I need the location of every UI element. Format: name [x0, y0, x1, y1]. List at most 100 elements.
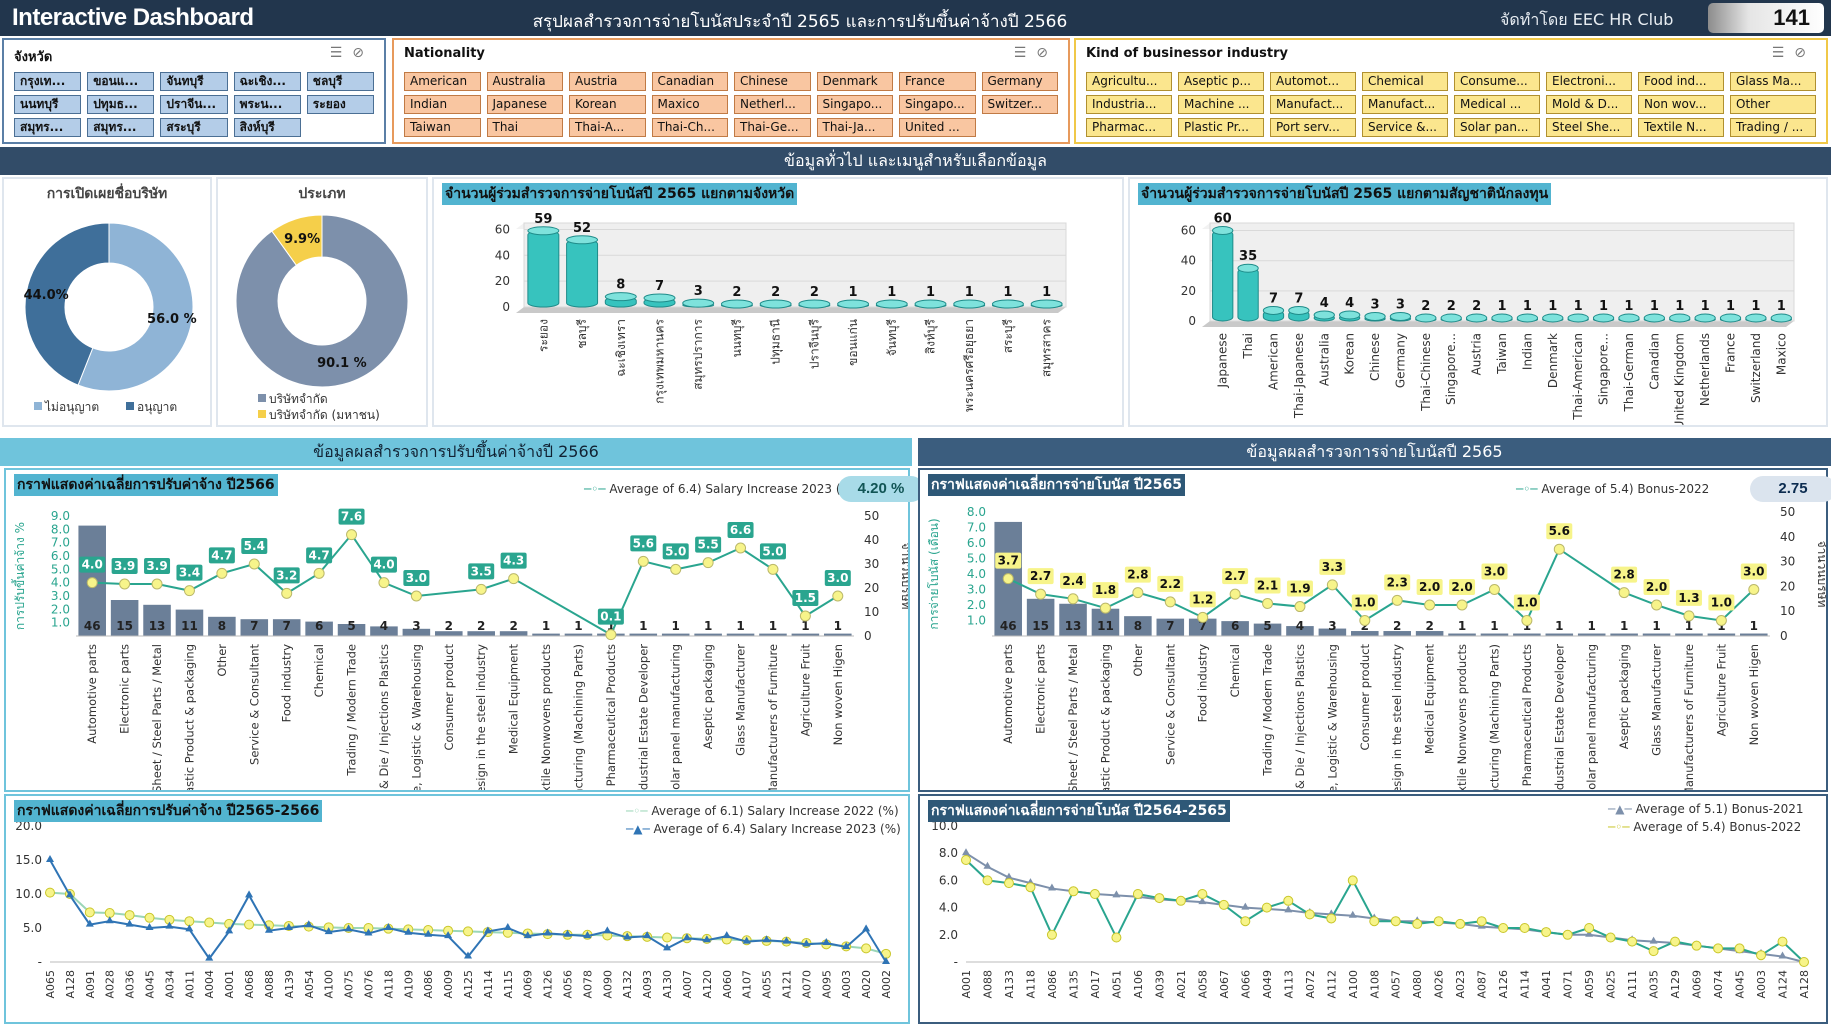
slicer-button[interactable]: ชลบุรี — [306, 72, 374, 91]
slicer-button[interactable]: Consume... — [1454, 72, 1540, 91]
slicer-button[interactable]: Chemical — [1362, 72, 1448, 91]
x-tick-label: สิงห์บุรี — [924, 318, 939, 354]
slicer-button[interactable]: Netherl... — [734, 95, 811, 114]
slicer-button[interactable]: Germany — [981, 72, 1058, 91]
slicer-button[interactable]: Agricultu... — [1086, 72, 1172, 91]
slicer-button[interactable]: Pharmac... — [1086, 118, 1172, 137]
slicer-button[interactable]: Denmark — [816, 72, 893, 91]
value-label: 5.5 — [697, 538, 718, 552]
line-point — [1359, 615, 1371, 626]
slicer-button[interactable]: Electroni... — [1546, 72, 1632, 91]
slicer-button[interactable]: Industria... — [1086, 95, 1172, 114]
y-tick-label: 6.0 — [939, 873, 958, 887]
series-marker — [165, 921, 174, 929]
x-tick-label: A124 — [1777, 970, 1790, 999]
slicer-button[interactable]: Thai-Ge... — [734, 118, 811, 137]
y-tick-label: 5.0 — [967, 552, 986, 566]
slicer-button[interactable]: ปราจีน... — [160, 95, 228, 114]
series-marker — [1691, 940, 1702, 951]
clear-filter-icon[interactable]: ⊘ — [352, 45, 374, 61]
slicer-button[interactable]: Singapo... — [816, 95, 893, 114]
bar — [1610, 633, 1638, 636]
series-marker — [46, 855, 54, 862]
slicer-button[interactable]: Thai-Ch... — [651, 118, 728, 137]
clear-filter-icon[interactable]: ⊘ — [1036, 45, 1058, 61]
slicer-button[interactable]: Chinese — [734, 72, 811, 91]
slicer-button[interactable]: สมุทร... — [87, 118, 155, 137]
clear-filter-icon[interactable]: ⊘ — [1794, 45, 1816, 61]
slicer-button[interactable]: Japanese — [486, 95, 563, 114]
data-label: 1 — [1599, 299, 1608, 314]
slicer-button[interactable]: Glass Ma... — [1730, 72, 1816, 91]
slicer-button[interactable]: Non wov... — [1638, 95, 1724, 114]
slicer-button[interactable]: กรุงเท... — [14, 72, 82, 91]
value-label-bg — [1092, 582, 1119, 599]
slicer-button[interactable]: สมุทร... — [14, 118, 82, 137]
bar-top — [1288, 305, 1310, 315]
slicer-button[interactable]: Canadian — [651, 72, 728, 91]
slicer-button[interactable]: Solar pan... — [1454, 118, 1540, 137]
slicer-button[interactable]: Austria — [569, 72, 646, 91]
multi-select-icon[interactable]: ☰ — [329, 45, 353, 61]
slicer-button[interactable]: United ... — [899, 118, 976, 137]
slicer-button[interactable]: ขอนแ... — [87, 72, 155, 91]
bar-label: 1 — [1458, 619, 1466, 633]
slicer-button[interactable]: Machine ... — [1178, 95, 1264, 114]
slicer-button[interactable]: Plastic Pr... — [1178, 118, 1264, 137]
bar — [566, 239, 599, 308]
multi-select-icon[interactable]: ☰ — [1771, 45, 1795, 61]
slicer-button[interactable]: Textile N... — [1638, 118, 1724, 137]
slicer-button[interactable]: ฉะเชิง... — [233, 72, 301, 91]
slicer-button[interactable]: Other — [1730, 95, 1816, 114]
slicer-button[interactable]: พระน... — [233, 95, 301, 114]
slicer-button[interactable]: Port serv... — [1270, 118, 1356, 137]
slicer-button[interactable]: Maxico — [651, 95, 728, 114]
slicer-button[interactable]: Medical ... — [1454, 95, 1540, 114]
series-marker — [862, 924, 871, 932]
chart-title: กราฟแสดงค่าเฉลี่ยการจ่ายโบนัส ปี2565 — [928, 474, 1185, 496]
slicer-button[interactable]: Aseptic p... — [1178, 72, 1264, 91]
y2-axis-title: จำนวนบริษัท — [1815, 541, 1826, 608]
x-tick-label: Singapore... — [1597, 333, 1611, 405]
slicer-button[interactable]: Thai-A... — [569, 118, 646, 137]
bar-top — [1415, 313, 1437, 323]
slicer-button[interactable]: จันทบุรี — [160, 72, 228, 91]
slicer-button[interactable]: Korean — [569, 95, 646, 114]
slicer-button[interactable]: Thai-Ja... — [816, 118, 893, 137]
multi-select-icon[interactable]: ☰ — [1013, 45, 1037, 61]
series-marker — [1584, 923, 1595, 933]
slicer-button[interactable]: สิงห์บุรี — [233, 118, 301, 137]
x-tick-label: A002 — [880, 970, 893, 999]
slicer-button[interactable]: ปทุมธ... — [87, 95, 155, 114]
slicer-button[interactable]: Trading / ... — [1730, 118, 1816, 137]
slicer-button[interactable]: Australia — [486, 72, 563, 91]
slicer-button[interactable]: นนทบุรี — [14, 95, 82, 114]
slice-label: 44.0% — [24, 288, 69, 303]
slicer-button[interactable]: Switzer... — [981, 95, 1058, 114]
x-tick-label: A020 — [860, 970, 873, 999]
slicer-button[interactable]: Steel She... — [1546, 118, 1632, 137]
value-label-bg — [1416, 579, 1443, 595]
slicer-button[interactable]: France — [899, 72, 976, 91]
slicer-button[interactable]: Manufact... — [1362, 95, 1448, 114]
slicer-button[interactable]: Thai — [486, 118, 563, 137]
slicer-button[interactable]: Manufact... — [1270, 95, 1356, 114]
slicer-button[interactable]: สระบุรี — [160, 118, 228, 137]
slicer-button[interactable]: Singapo... — [899, 95, 976, 114]
slicer-button[interactable]: Mold & D... — [1546, 95, 1632, 114]
series-line — [49, 859, 887, 963]
salary-trend-chart: - 5.0 10.0 15.0 20.0 A065 A128 A091 A028 A036 A045… — [15, 819, 893, 999]
slicer-button[interactable]: Automot... — [1270, 72, 1356, 91]
x-tick-label: สระบุรี — [1001, 318, 1016, 353]
slicer-button[interactable]: Indian — [404, 95, 481, 114]
slicer-button[interactable]: Taiwan — [404, 118, 481, 137]
slicer-button[interactable]: Service &... — [1362, 118, 1448, 137]
slicer-button[interactable]: Food ind... — [1638, 72, 1724, 91]
slicer-button[interactable]: American — [404, 72, 481, 91]
value-label: 1.0 — [1516, 596, 1537, 610]
series-marker — [842, 942, 851, 950]
value-label: 3.5 — [471, 564, 492, 578]
slicer-items: Agricultu... Aseptic p... Automot... Chemic… — [1086, 72, 1816, 137]
bar-top — [837, 299, 870, 309]
slicer-button[interactable]: ระยอง — [306, 95, 374, 114]
